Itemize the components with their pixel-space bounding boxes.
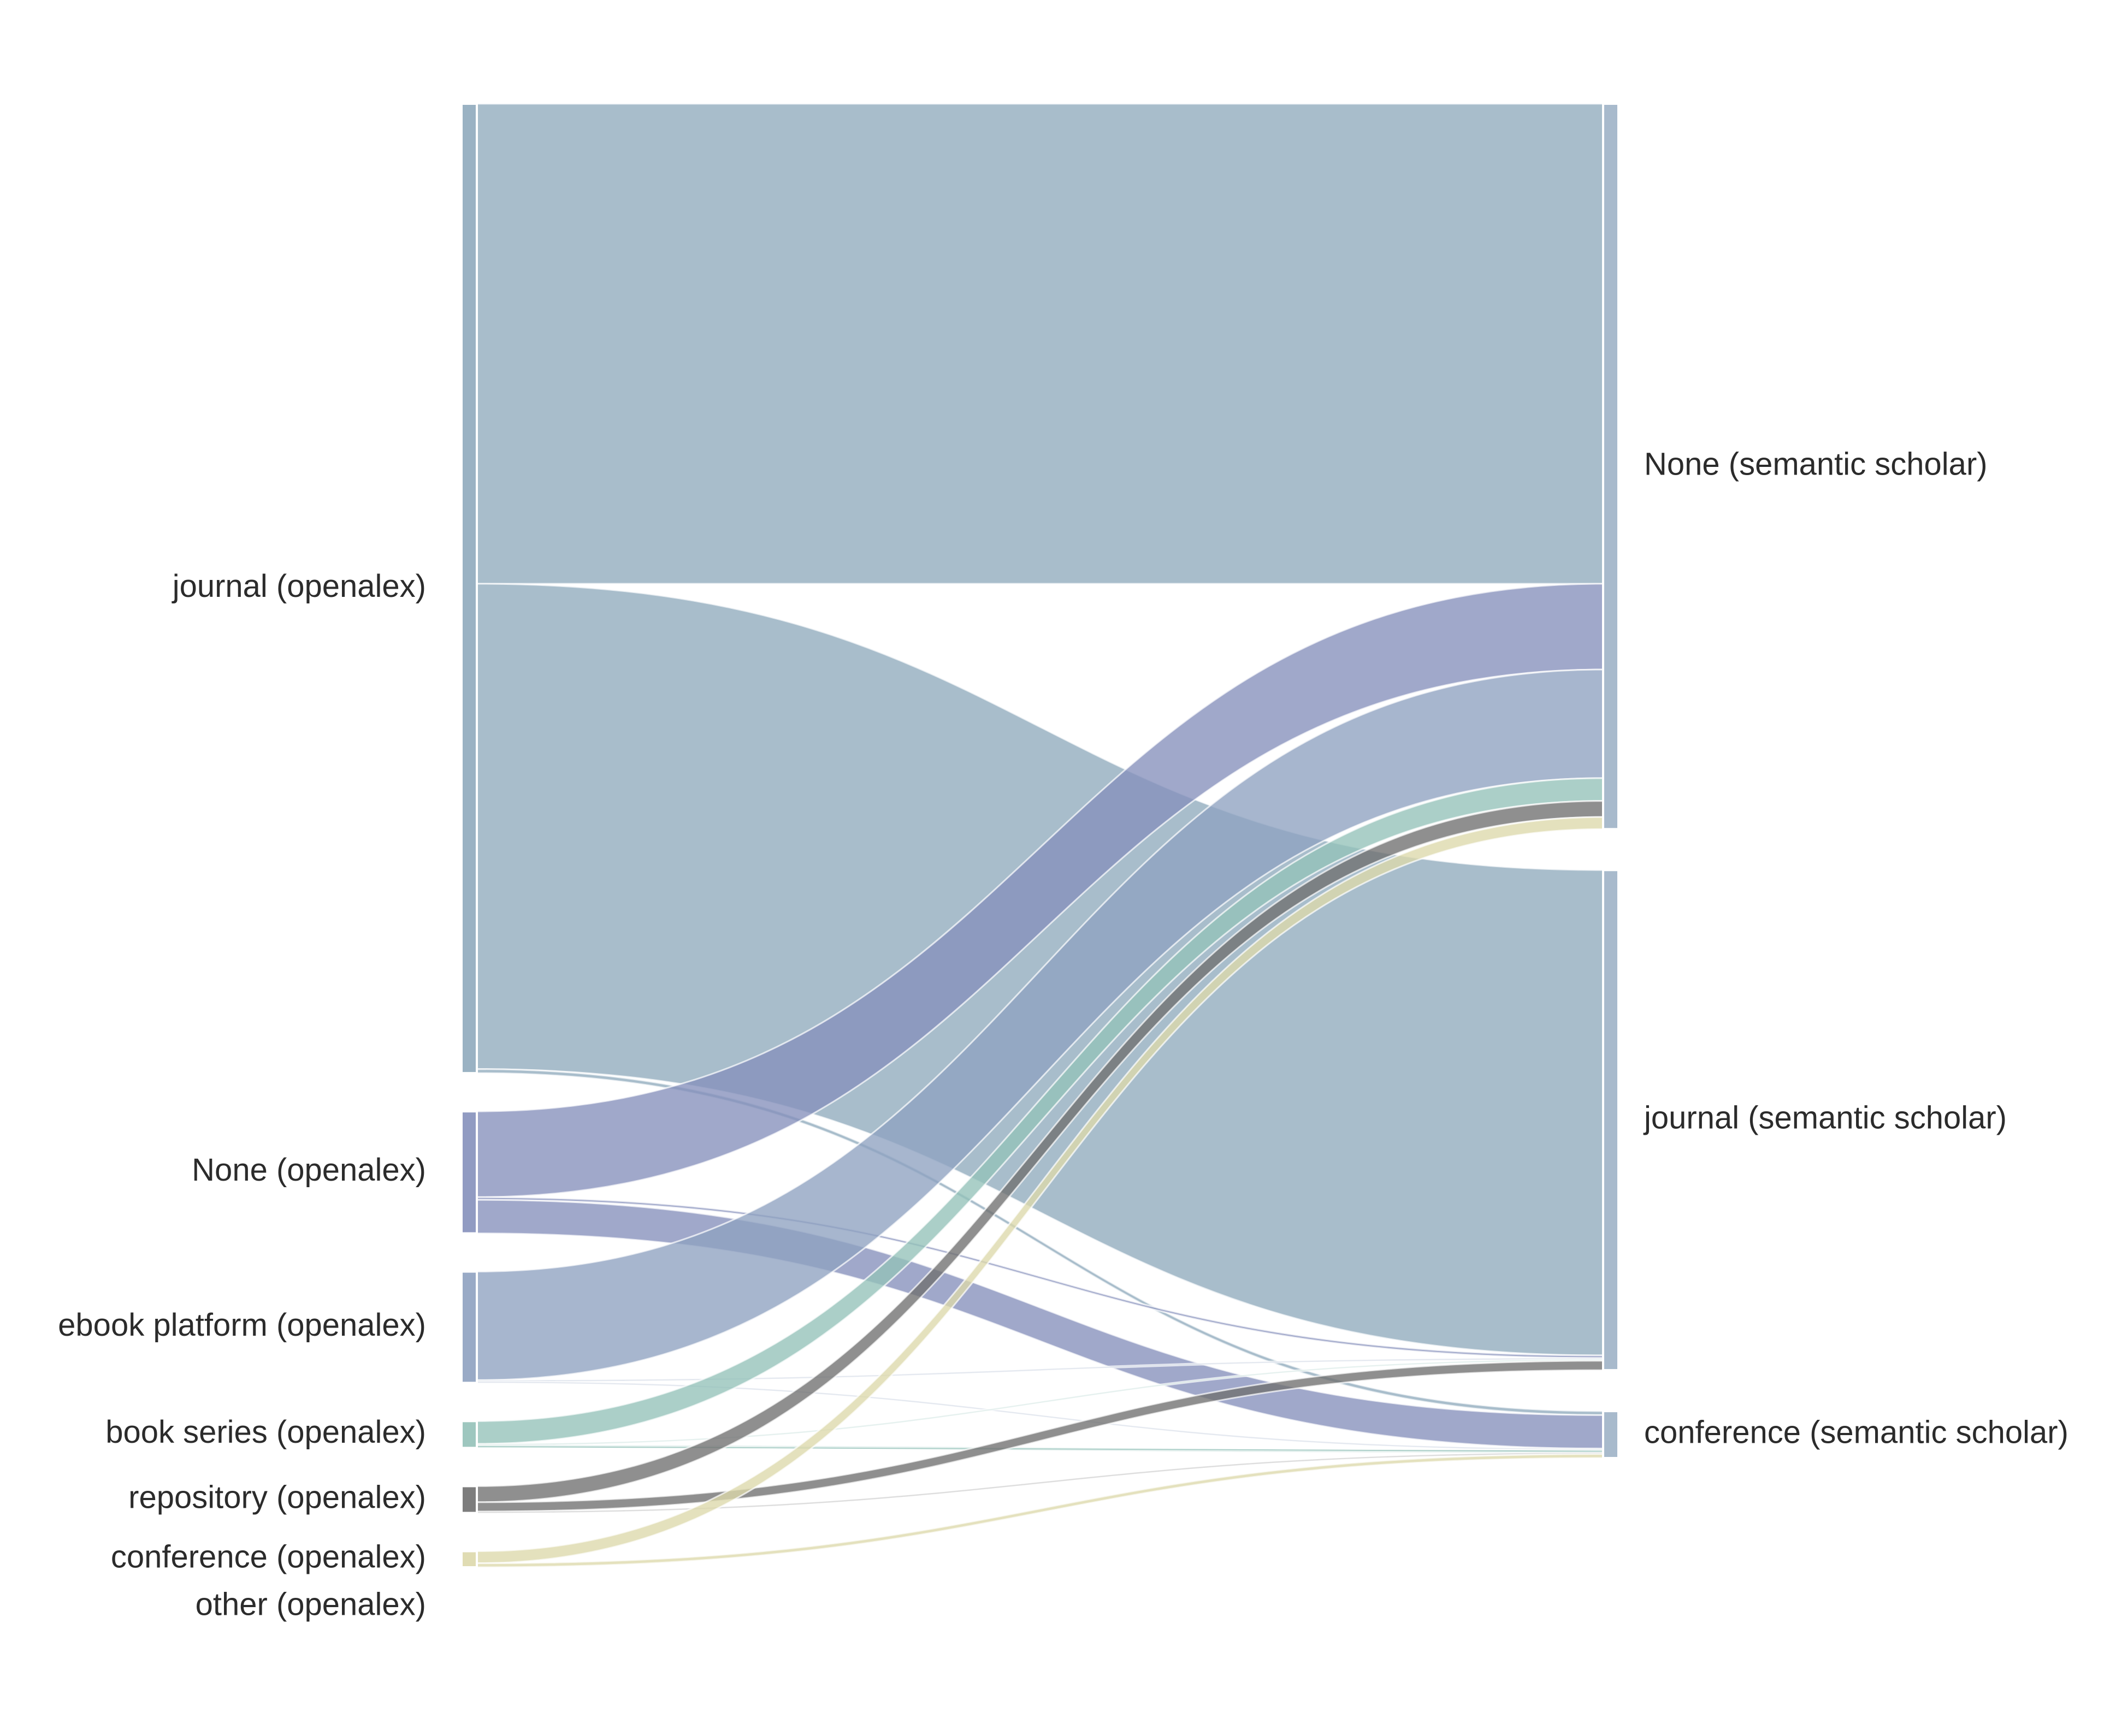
node-label-conference_oa: conference (openalex) [111, 1539, 426, 1575]
node-bar-conference_oa [460, 1550, 478, 1568]
flow-journal_oa-to-none_ss [476, 103, 1604, 585]
node-bar-ebook_oa [460, 1270, 478, 1384]
node-label-journal_ss: journal (semantic scholar) [1643, 1100, 2007, 1135]
node-bar-conference_ss [1602, 1410, 1619, 1459]
node-label-none_ss: None (semantic scholar) [1644, 446, 1988, 482]
node-bars [460, 103, 1619, 1609]
flow-links [476, 103, 1604, 1568]
node-bar-repository_oa [460, 1485, 478, 1514]
node-label-bookseries_oa: book series (openalex) [105, 1414, 426, 1450]
node-label-journal_oa: journal (openalex) [172, 568, 426, 604]
node-label-ebook_oa: ebook platform (openalex) [58, 1307, 426, 1343]
node-label-other_oa: other (openalex) [196, 1586, 426, 1622]
node-bar-other_oa [460, 1604, 478, 1609]
node-label-none_oa: None (openalex) [192, 1152, 426, 1188]
node-label-conference_ss: conference (semantic scholar) [1644, 1414, 2068, 1450]
node-bar-journal_ss [1602, 869, 1619, 1372]
node-label-repository_oa: repository (openalex) [128, 1479, 426, 1515]
node-bar-bookseries_oa [460, 1420, 478, 1449]
node-bar-none_ss [1602, 103, 1619, 831]
node-bar-none_oa [460, 1110, 478, 1235]
node-labels: journal (openalex) None (openalex) ebook p… [58, 446, 2068, 1622]
node-bar-journal_oa [460, 103, 478, 1075]
